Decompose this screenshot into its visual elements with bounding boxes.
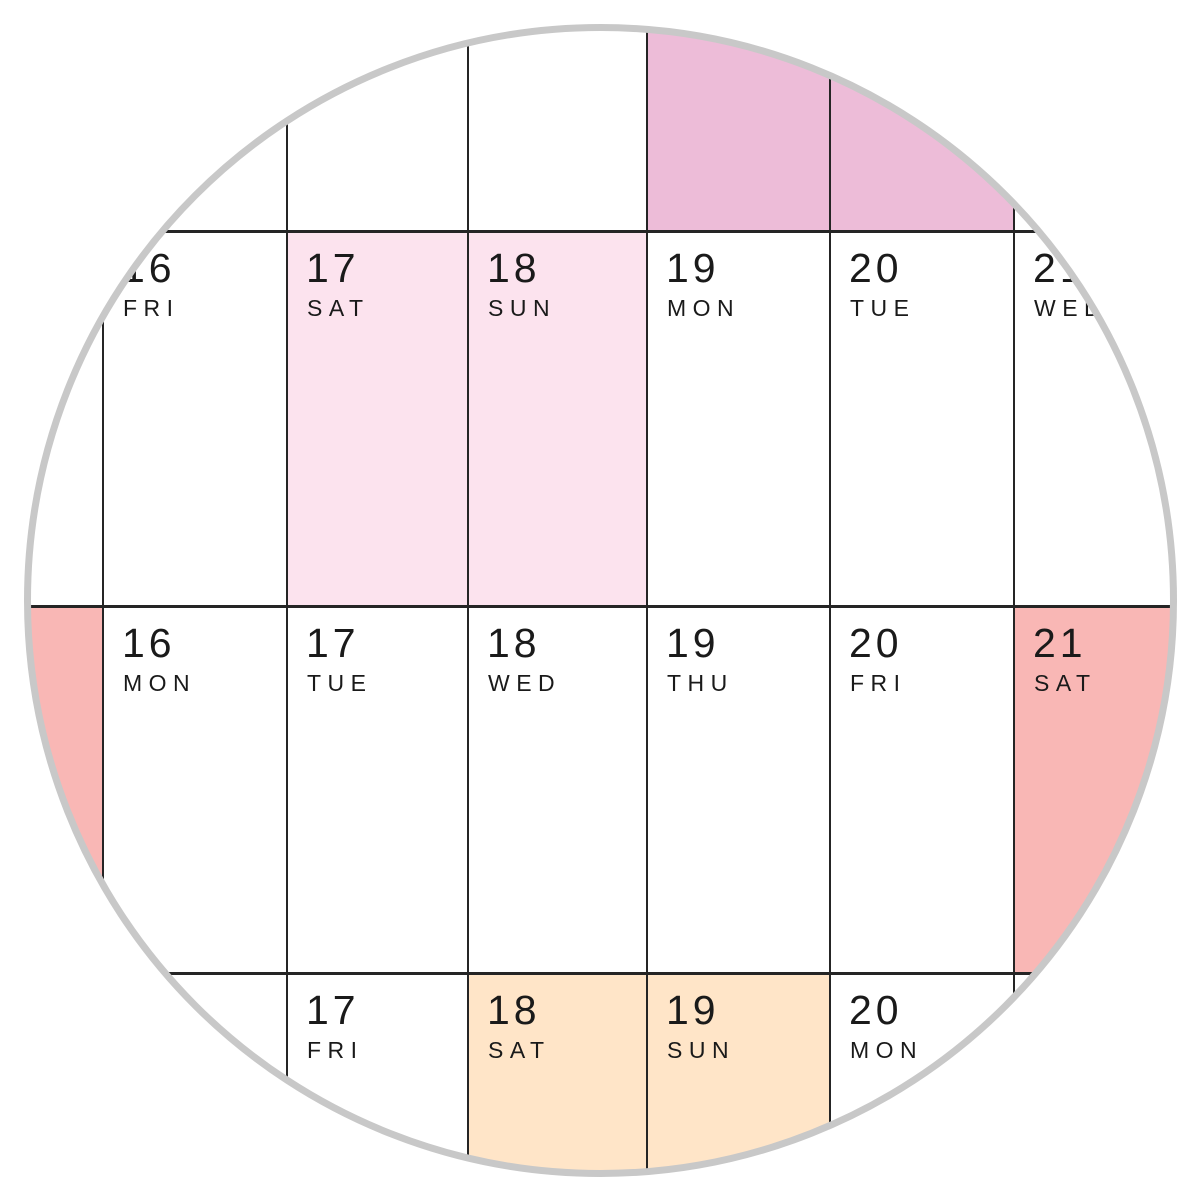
grid-line-vertical (646, 29, 648, 1172)
highlight-pink-sat-cell (287, 231, 468, 606)
day-label: SUN (667, 1037, 736, 1063)
day-label: THU (667, 670, 734, 696)
day-label: TUE (307, 670, 373, 696)
date-number: 16 (122, 245, 176, 291)
date-number: 21 (1033, 620, 1087, 666)
date-number: 17 (306, 987, 360, 1033)
day-cell-17-sat[interactable]: 17 SAT (287, 231, 467, 381)
day-cell-20-fri[interactable]: 20 FRI (830, 606, 1010, 756)
highlight-salmon-sat-cell (1014, 606, 1172, 973)
day-label: SAT (488, 1037, 551, 1063)
day-cell-18-sun[interactable]: 18 SUN (468, 231, 648, 381)
date-number: 19 (666, 987, 720, 1033)
date-number: 20 (849, 620, 903, 666)
grid-line-horizontal (29, 229, 1172, 233)
day-cell-18-sat[interactable]: 18 SAT (468, 973, 648, 1123)
date-number: 17 (306, 245, 360, 291)
day-label: MON (667, 295, 741, 321)
day-label: WED (488, 670, 562, 696)
day-cell-17-fri[interactable]: 17 FRI (287, 973, 467, 1123)
grid-line-horizontal (29, 604, 1172, 608)
day-cell-20-tue[interactable]: 20 TUE (830, 231, 1010, 381)
day-cell-21-wed[interactable]: 21 WED (1014, 231, 1172, 381)
day-cell-17-tue[interactable]: 17 TUE (287, 606, 467, 756)
highlight-peach-sun-cell (647, 973, 830, 1172)
highlight-pink-sun-cell (468, 231, 647, 606)
date-number: 20 (849, 987, 903, 1033)
day-cell-20-mon[interactable]: 20 MON (830, 973, 1010, 1123)
date-number: 19 (666, 620, 720, 666)
day-label: FRI (307, 1037, 364, 1063)
day-cell-18-wed[interactable]: 18 WED (468, 606, 648, 756)
grid-line-vertical (467, 29, 469, 1172)
grid-line-horizontal (29, 971, 1172, 975)
grid-line-vertical (102, 29, 104, 1172)
day-label: SAT (307, 295, 370, 321)
day-cell-19-mon[interactable]: 19 MON (647, 231, 827, 381)
grid-line-vertical (829, 29, 831, 1172)
day-cell-19-sun[interactable]: 19 SUN (647, 973, 827, 1123)
date-number: 19 (666, 245, 720, 291)
day-label: TUE (850, 295, 916, 321)
date-number: 18 (487, 987, 541, 1033)
day-label: FRI (850, 670, 907, 696)
day-label: WED (1034, 295, 1108, 321)
grid-line-vertical (286, 29, 288, 1172)
day-cell-16-fri[interactable]: 16 FRI (103, 231, 283, 381)
circle-clip-area: 16 FRI 17 SAT 18 SUN 19 MON 20 TUE 21 WE… (29, 29, 1172, 1172)
grid-line-vertical (1013, 29, 1015, 1172)
date-number: 20 (849, 245, 903, 291)
date-number: 21 (1033, 245, 1087, 291)
day-label: SAT (1034, 670, 1097, 696)
highlight-salmon-left-partial-cell (29, 606, 103, 973)
day-label: MON (123, 670, 197, 696)
day-cell-19-thu[interactable]: 19 THU (647, 606, 827, 756)
date-number: 18 (487, 245, 541, 291)
date-number: 18 (487, 620, 541, 666)
highlight-purple-top-partial-cell-2 (830, 29, 1014, 231)
day-label: SUN (488, 295, 557, 321)
day-cell-16-mon[interactable]: 16 MON (103, 606, 283, 756)
day-cell-21-sat[interactable]: 21 SAT (1014, 606, 1172, 756)
day-label: FRI (123, 295, 180, 321)
highlight-purple-top-partial-cell-1 (647, 29, 830, 231)
highlight-peach-sat-cell (468, 973, 647, 1172)
date-number: 17 (306, 620, 360, 666)
day-label: MON (850, 1037, 924, 1063)
date-number: 16 (122, 620, 176, 666)
